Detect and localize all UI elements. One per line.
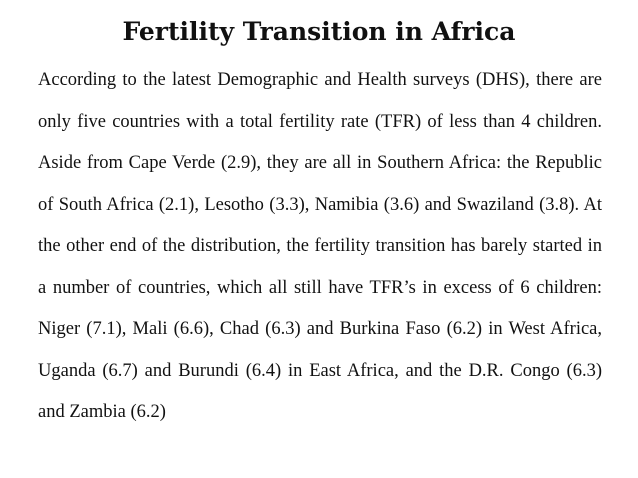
slide-title: Fertility Transition in Africa (122, 17, 516, 46)
slide-body-paragraph: According to the latest Demographic and … (38, 70, 602, 422)
